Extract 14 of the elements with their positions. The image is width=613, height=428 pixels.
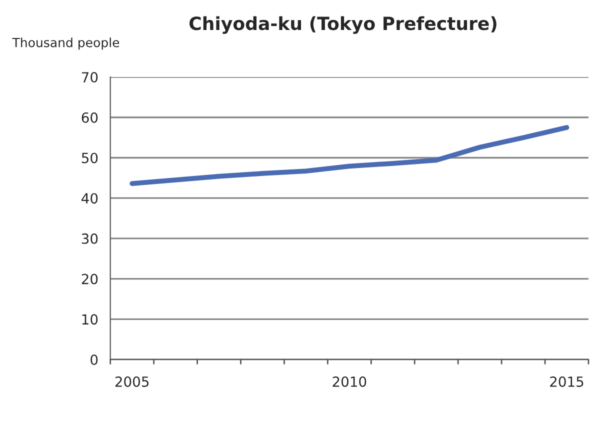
x-tick-label: 2010 [332, 376, 366, 387]
y-tick-label: 70 [82, 72, 98, 83]
chart-title: Chiyoda-ku (Tokyo Prefecture) [190, 16, 496, 34]
y-tick-label: 0 [90, 354, 98, 365]
y-tick-label: 20 [82, 274, 98, 284]
y-tick-label: 40 [82, 193, 98, 204]
x-tick-label: 2015 [550, 376, 584, 387]
line-series [130, 125, 570, 186]
y-tick-label: 10 [82, 314, 98, 325]
y-tick-label: 30 [82, 233, 98, 244]
y-tick-label: 60 [82, 112, 98, 123]
y-axis-title: Thousand people [12, 38, 120, 50]
y-tick-label: 50 [82, 152, 98, 164]
x-tick-label: 2005 [115, 376, 149, 387]
